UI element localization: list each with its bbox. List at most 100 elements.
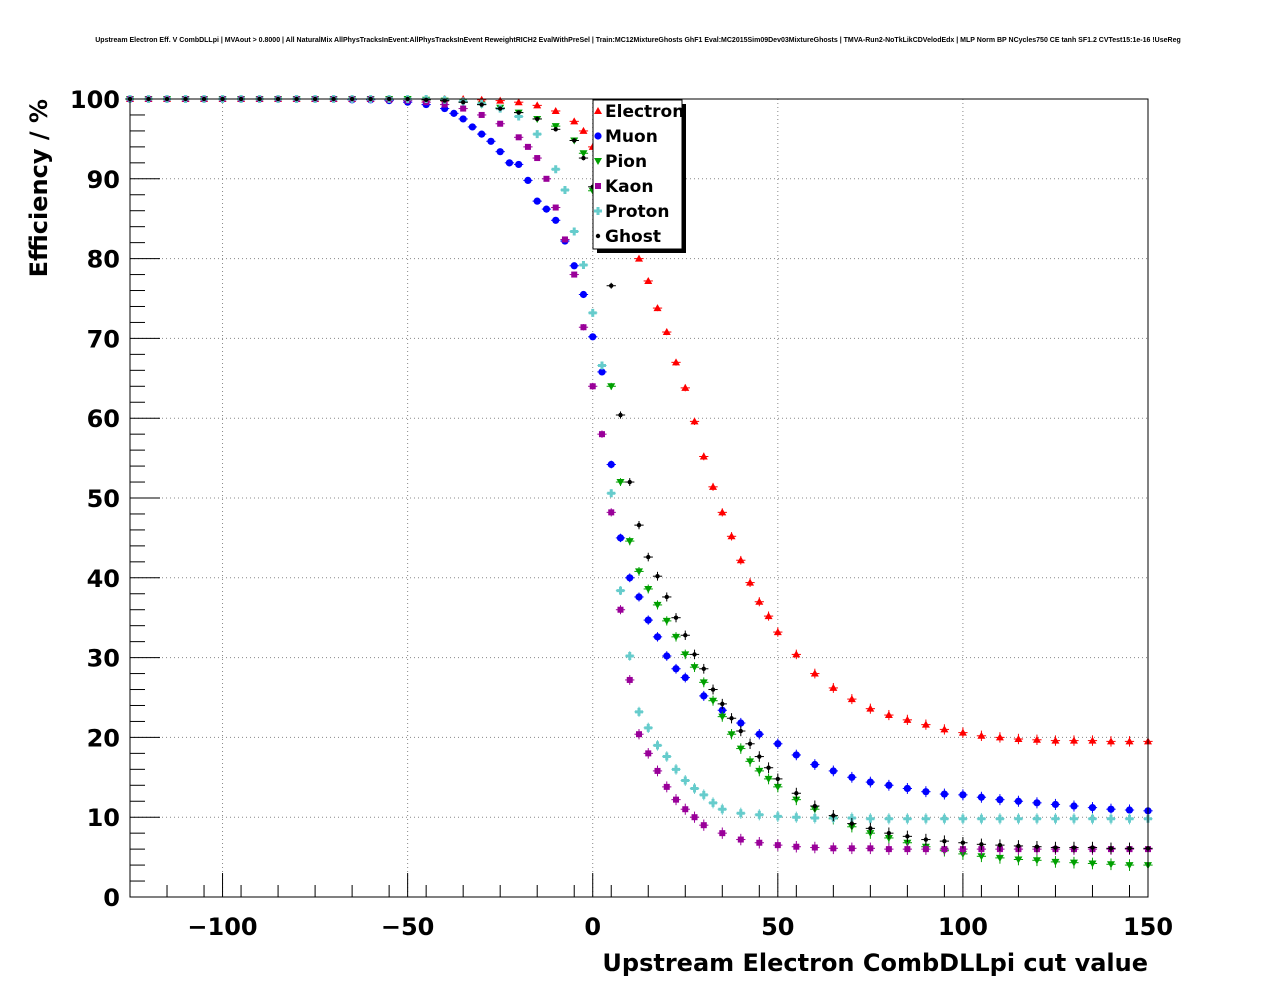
pion-point [755, 767, 764, 775]
muon-point [533, 197, 541, 205]
electron-point [995, 733, 1004, 741]
kaon-point [719, 830, 726, 837]
proton-point [588, 308, 597, 317]
kaon-point [626, 676, 633, 683]
ghost-point [766, 765, 771, 770]
pion-point [727, 731, 736, 739]
electron-point [921, 720, 930, 728]
electron-point [653, 304, 662, 312]
proton-point [635, 707, 643, 716]
legend-marker-ghost [595, 233, 601, 239]
muon-point [977, 793, 986, 801]
muon-point [811, 760, 819, 769]
proton-point [810, 813, 819, 822]
ghost-point [997, 842, 1003, 848]
ghost-point [747, 741, 753, 746]
muon-point [755, 730, 763, 738]
muon-point [922, 788, 930, 796]
ghost-point [646, 554, 651, 560]
muon-point [1070, 802, 1078, 810]
ghost-point [692, 652, 697, 657]
kaon-point [654, 767, 661, 774]
muon-point [737, 719, 745, 727]
electron-point [1051, 736, 1060, 744]
ghost-point [460, 99, 466, 105]
muon-point [792, 751, 800, 759]
muon-point [959, 791, 967, 799]
electron-point [773, 628, 782, 636]
x-tick-label: −100 [187, 913, 257, 941]
pion-point [644, 585, 653, 593]
ghost-point [581, 155, 586, 161]
pion-point [1032, 857, 1041, 865]
ghost-point [627, 479, 632, 485]
pion-point [773, 783, 782, 791]
pion-point [977, 853, 986, 861]
legend-marker-pion [594, 158, 602, 165]
electron-point [866, 704, 875, 712]
muon-point [644, 616, 652, 624]
ghost-point [942, 838, 947, 844]
legend-label-muon: Muon [605, 127, 658, 147]
muon-point [996, 796, 1004, 804]
kaon-point [497, 120, 504, 127]
muon-point [552, 216, 560, 224]
kaon-point [682, 806, 689, 813]
kaon-point [848, 845, 855, 852]
muon-point [681, 673, 689, 682]
legend-marker-proton [594, 207, 602, 215]
electron-point [681, 383, 690, 391]
kaon-point [478, 111, 485, 118]
kaon-point [552, 204, 559, 211]
ghost-point [979, 842, 984, 847]
proton-point [903, 814, 912, 823]
y-tick-label: 30 [87, 645, 120, 673]
electron-point [662, 328, 671, 336]
electron-point [736, 556, 745, 564]
ghost-point [1016, 843, 1021, 849]
muon-point [1051, 800, 1060, 809]
ghost-point [683, 633, 688, 638]
electron-point [635, 254, 643, 262]
pion-point [690, 664, 699, 672]
muon-point [885, 781, 893, 789]
electron-point [579, 126, 588, 134]
proton-point [755, 810, 764, 819]
electron-point [1069, 736, 1078, 744]
legend: Electron Muon Pion Kaon Proton Ghost [592, 99, 686, 253]
proton-point [662, 752, 671, 761]
pion-point [607, 383, 616, 391]
x-tick-label: 150 [1123, 913, 1173, 941]
muon-point [848, 773, 856, 781]
pion-point [764, 775, 773, 783]
data-series [125, 95, 1153, 871]
muon-point [700, 692, 708, 700]
proton-point [653, 741, 662, 750]
electron-point [958, 728, 967, 736]
ghost-point [572, 138, 577, 143]
proton-point [681, 776, 690, 785]
ghost-point [831, 813, 836, 818]
proton-point [625, 652, 634, 661]
axis-ticks [129, 98, 1149, 898]
ghost-point [886, 830, 892, 836]
proton-point [958, 814, 967, 823]
electron-point [755, 597, 764, 605]
kaon-point [524, 143, 531, 150]
muon-point [496, 148, 504, 156]
electron-point [699, 452, 708, 460]
muon-point [1088, 804, 1097, 812]
electron-point [829, 683, 838, 691]
electron-point [718, 508, 727, 516]
electron-point [709, 482, 718, 490]
muon-point [459, 115, 467, 123]
chart-title: Upstream Electron Eff. V CombDLLpi | MVA… [95, 37, 1181, 44]
electron-point [977, 731, 986, 739]
proton-point [1088, 814, 1097, 823]
pion-point [709, 697, 718, 705]
kaon-point [922, 846, 929, 853]
proton-point [792, 813, 801, 822]
kaon-point [617, 606, 624, 613]
electron-point [884, 711, 893, 719]
ghost-point [849, 821, 855, 826]
